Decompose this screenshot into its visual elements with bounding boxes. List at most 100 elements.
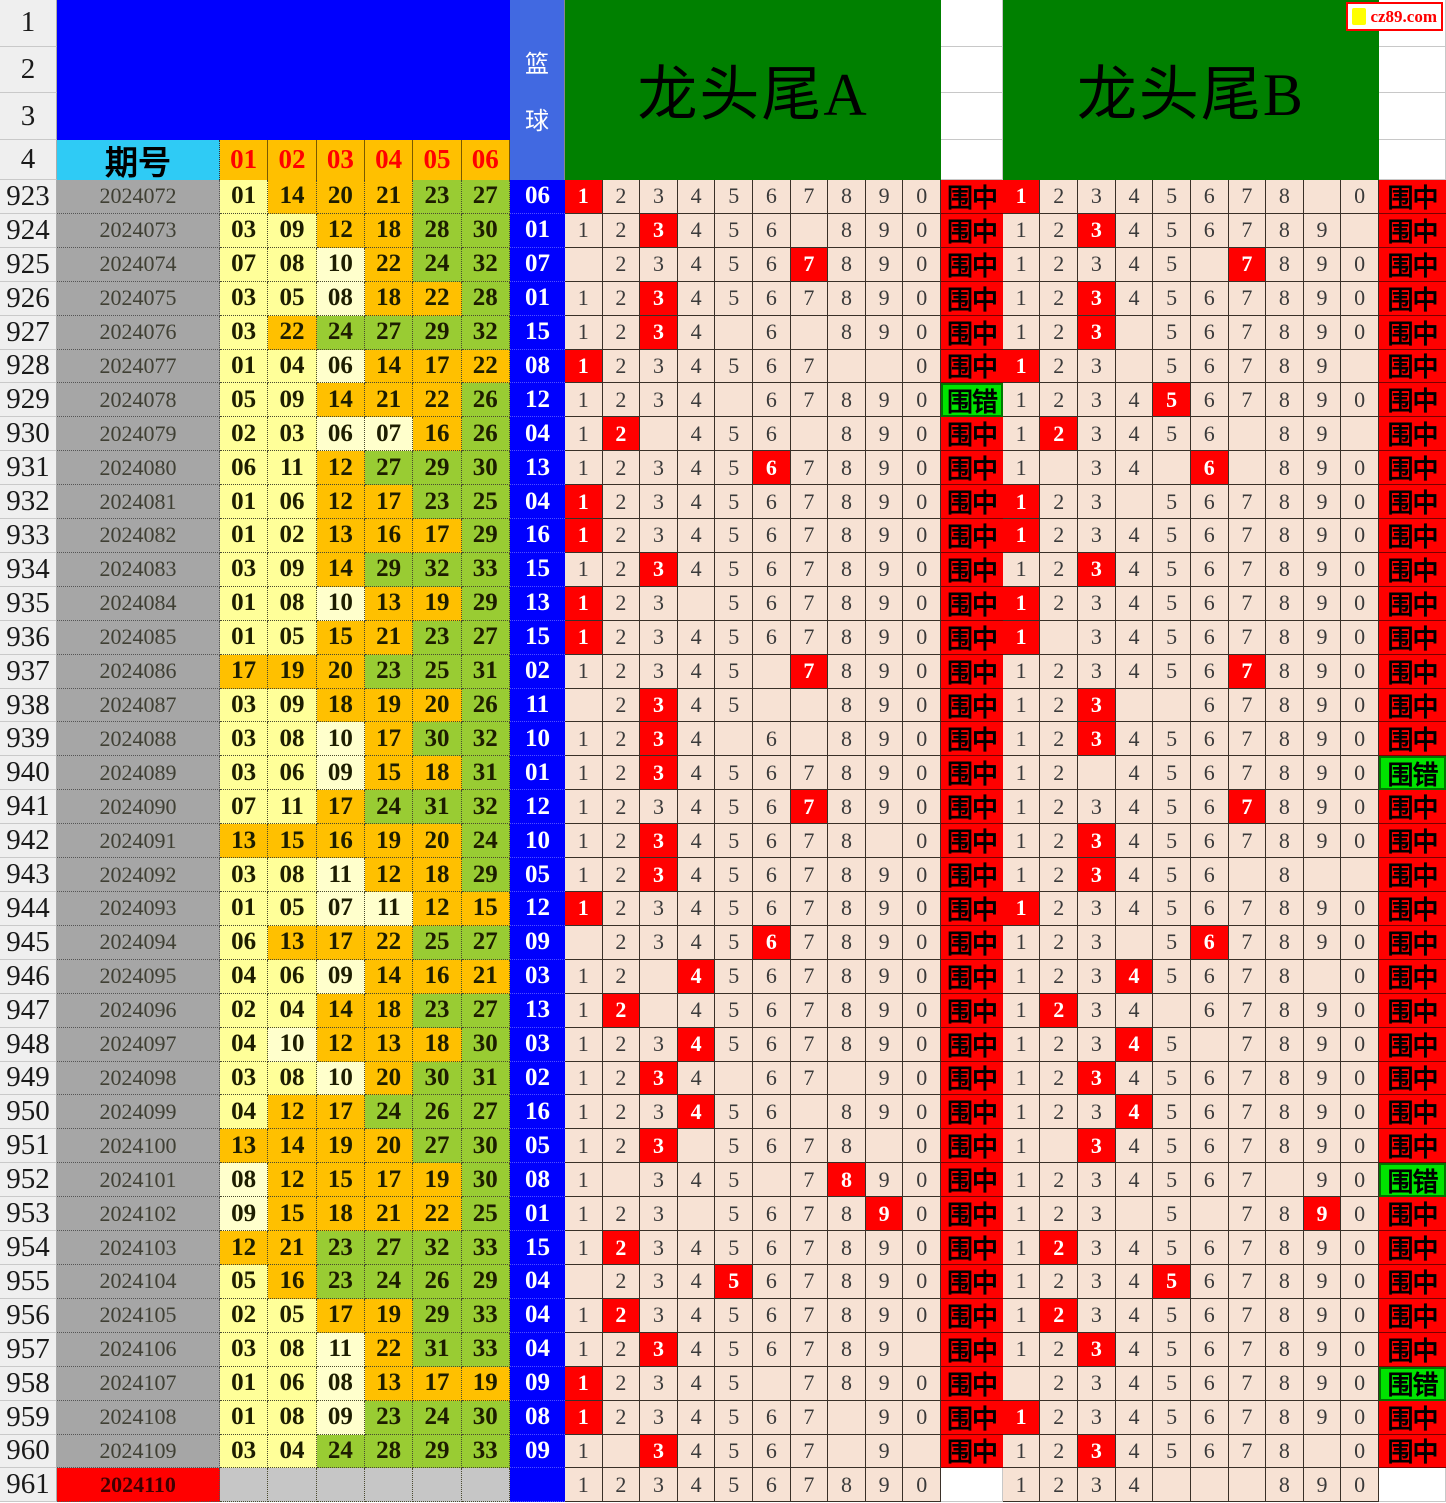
red-ball-cell: 04 [268,993,317,1028]
site-logo[interactable]: cz89.com [1346,2,1443,31]
digit-cell-a: 5 [715,858,754,892]
digit-cell-a: 5 [715,1027,754,1062]
digit-cell-a: 2 [602,1400,641,1435]
red-ball-cell: 18 [364,213,414,248]
status-cell-b-hit: 围中 [1378,1129,1446,1164]
red-ball-cell: 14 [364,349,414,384]
red-ball-cell: 24 [316,315,365,350]
row-number: 951 [0,1129,57,1164]
digit-cell-a: 3 [640,519,678,553]
red-ball-cell: 06 [220,925,269,960]
top-blue-block [57,0,510,140]
period-cell: 2024092 [57,858,220,892]
digit-cell-b-hit: 1 [1002,349,1041,384]
digit-cell-a: 2 [602,1468,641,1503]
red-ball-cell: 10 [316,722,365,757]
digit-cell-a: 2 [602,688,641,723]
basketball-cell [509,1468,565,1503]
digit-cell-b: 9 [1303,1129,1342,1164]
red-ball-cell: 14 [364,959,414,994]
digit-cell-b: 2 [1040,586,1079,621]
digit-cell-a: 5 [715,993,754,1028]
digit-cell-b: 1 [1002,993,1041,1028]
digit-cell-a: 7 [790,1434,829,1469]
red-ball-cell: 30 [461,451,510,486]
digit-cell-b-hit: 2 [1040,993,1079,1028]
period-cell: 2024085 [57,620,220,655]
digit-cell-b: 5 [1153,959,1191,994]
basketball-cell: 08 [509,1163,565,1198]
red-ball-cell: 17 [364,722,414,757]
digit-cell-a: 0 [903,993,942,1028]
digit-cell-b: 5 [1153,485,1191,520]
digit-cell-b: 2 [1040,1468,1079,1503]
digit-cell-a: 8 [828,315,866,350]
digit-cell-b: 8 [1266,688,1304,723]
digit-cell-a: 2 [602,620,641,655]
digit-cell-a: 7 [790,892,829,926]
digit-cell-a-hit: 4 [677,1095,716,1130]
digit-cell-b: 8 [1266,213,1304,248]
digit-cell-b: 6 [1190,179,1229,214]
digit-cell-a: 6 [753,892,791,926]
digit-cell-a: 5 [715,790,754,825]
digit-cell-b: 5 [1153,519,1191,553]
digit-cell-a: 5 [715,688,754,723]
red-ball-empty-cell [461,1468,510,1503]
status-cell-a-hit: 围中 [941,993,1003,1028]
red-ball-cell: 09 [268,688,317,723]
digit-cell-a [715,315,754,350]
digit-cell-b [1190,1197,1229,1232]
digit-cell-b: 2 [1040,1332,1079,1367]
digit-cell-a: 5 [715,519,754,553]
digit-cell-a: 6 [753,790,791,825]
period-cell: 2024098 [57,1061,220,1096]
digit-cell-a: 6 [753,281,791,316]
digit-cell-b: 3 [1078,485,1116,520]
digit-cell-a: 7 [790,959,829,994]
digit-cell-b: 8 [1266,281,1304,316]
status-cell-b-hit: 围中 [1378,688,1446,723]
digit-cell-b: 3 [1078,620,1116,655]
digit-cell-a: 6 [753,1468,791,1503]
digit-cell-b: 1 [1002,688,1041,723]
red-ball-cell: 31 [461,756,510,791]
red-ball-cell: 12 [316,451,365,486]
red-ball-cell: 01 [220,620,269,655]
red-ball-cell: 03 [220,552,269,587]
red-ball-cell: 01 [220,1366,269,1401]
status-cell-b-hit: 围中 [1378,790,1446,825]
red-ball-cell: 01 [220,485,269,520]
digit-cell-b: 8 [1266,722,1304,757]
red-ball-cell: 30 [461,213,510,248]
red-ball-cell: 17 [316,925,365,960]
digit-cell-b: 8 [1266,1027,1304,1062]
digit-cell-a: 4 [677,417,716,452]
digit-cell-b-hit: 1 [1002,179,1041,214]
ball-column-header: 06 [461,139,510,180]
red-ball-cell: 22 [364,247,414,282]
digit-cell-a [790,417,829,452]
digit-cell-a: 2 [602,586,641,621]
digit-cell-b: 2 [1040,1163,1079,1198]
digit-cell-b: 8 [1266,552,1304,587]
digit-cell-a-hit: 2 [602,1231,641,1265]
status-cell-a-hit: 围中 [941,1400,1003,1435]
digit-cell-a: 7 [790,1298,829,1333]
digit-cell-a-hit: 1 [564,519,603,553]
red-ball-cell: 03 [220,756,269,791]
digit-cell-a: 2 [602,925,641,960]
digit-cell-b: 5 [1153,1400,1191,1435]
digit-cell-b: 8 [1266,417,1304,452]
status-cell-a-hit: 围中 [941,620,1003,655]
digit-cell-a-hit: 8 [828,1163,866,1198]
red-ball-empty-cell [268,1468,317,1503]
digit-cell-a: 3 [640,586,678,621]
digit-cell-a: 1 [564,824,603,859]
digit-cell-a-hit: 1 [564,349,603,384]
digit-cell-b: 0 [1341,281,1379,316]
red-ball-cell: 05 [268,892,317,926]
red-ball-cell: 09 [268,383,317,418]
red-ball-cell: 08 [268,586,317,621]
status-cell-b-hit: 围中 [1378,959,1446,994]
